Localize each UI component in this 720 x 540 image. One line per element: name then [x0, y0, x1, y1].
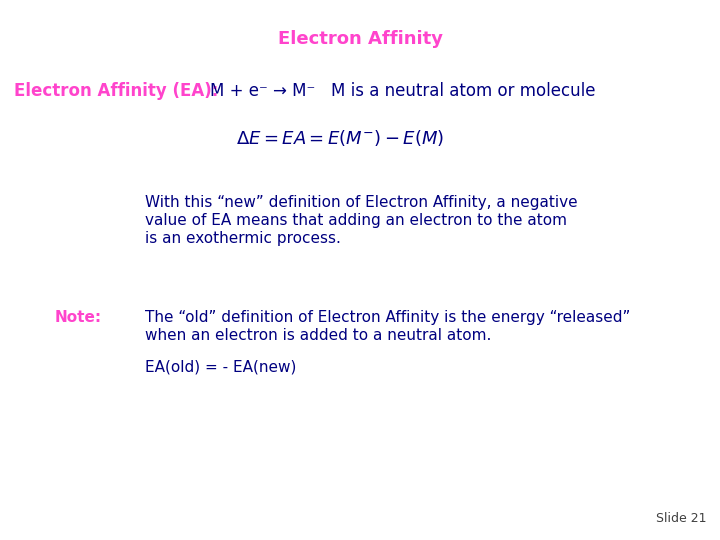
- Text: is an exothermic process.: is an exothermic process.: [145, 231, 341, 246]
- Text: value of EA means that adding an electron to the atom: value of EA means that adding an electro…: [145, 213, 567, 228]
- Text: $\Delta E = EA = E(M^{-}) - E(M)$: $\Delta E = EA = E(M^{-}) - E(M)$: [236, 128, 444, 148]
- Text: Slide 21: Slide 21: [655, 512, 706, 525]
- Text: With this “new” definition of Electron Affinity, a negative: With this “new” definition of Electron A…: [145, 195, 577, 210]
- Text: M + e⁻ → M⁻   M is a neutral atom or molecule: M + e⁻ → M⁻ M is a neutral atom or molec…: [210, 82, 595, 100]
- Text: The “old” definition of Electron Affinity is the energy “released”: The “old” definition of Electron Affinit…: [145, 310, 631, 325]
- Text: EA(old) = - EA(new): EA(old) = - EA(new): [145, 360, 297, 375]
- Text: when an electron is added to a neutral atom.: when an electron is added to a neutral a…: [145, 328, 491, 343]
- Text: Electron Affinity (EA):: Electron Affinity (EA):: [14, 82, 218, 100]
- Text: Note:: Note:: [55, 310, 102, 325]
- Text: Electron Affinity: Electron Affinity: [277, 30, 443, 48]
